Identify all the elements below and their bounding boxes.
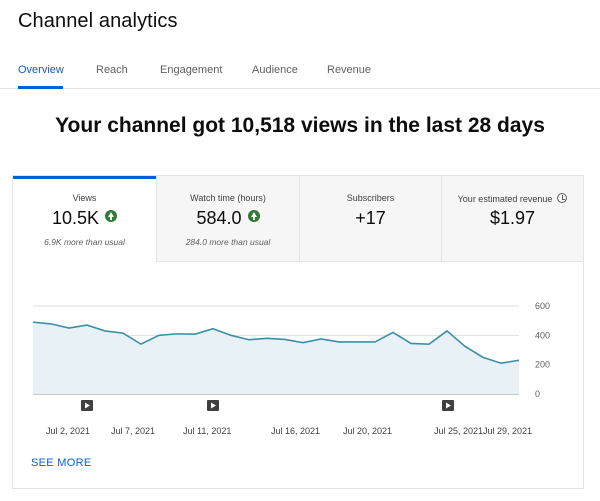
analytics-card: Views 10.5K 6.9K more than usual Watch t… (12, 175, 584, 489)
subscribers-value: +17 (355, 208, 386, 228)
metric-note: 6.9K more than usual (44, 237, 125, 247)
metric-label: Views (72, 193, 97, 203)
views-area (33, 322, 519, 394)
tab-audience[interactable]: Audience (252, 64, 298, 76)
y-tick-label: 200 (535, 360, 550, 370)
metric-label: Your estimated revenue (442, 193, 583, 204)
metric-value: 584.0 (157, 208, 299, 229)
summary-headline: Your channel got 10,518 views in the las… (55, 114, 545, 137)
x-tick-label: Jul 11, 2021 (183, 426, 231, 436)
x-tick-label: Jul 7, 2021 (111, 426, 155, 436)
metric-label: Subscribers (346, 193, 395, 203)
y-tick-label: 0 (535, 389, 540, 399)
arrow-up-icon (105, 210, 118, 222)
metric-views[interactable]: Views 10.5K 6.9K more than usual (13, 176, 156, 262)
clock-icon[interactable] (557, 193, 568, 203)
metric-subscribers[interactable]: Subscribers +17 (299, 176, 441, 262)
revenue-label-text: Your estimated revenue (457, 194, 553, 204)
play-triangle (446, 402, 451, 409)
metric-label: Watch time (hours) (190, 193, 266, 203)
x-tick-label: Jul 2, 2021 (46, 426, 90, 436)
metric-cards: Views 10.5K 6.9K more than usual Watch t… (13, 176, 583, 262)
metric-value: 10.5K (13, 208, 156, 229)
views-value: 10.5K (51, 208, 100, 228)
page-title: Channel analytics (18, 10, 178, 32)
tab-overview[interactable]: Overview (18, 64, 64, 76)
see-more-link[interactable]: SEE MORE (31, 457, 92, 469)
x-tick-label: Jul 16, 2021 (271, 426, 320, 436)
x-tick-label: Jul 29, 2021 (483, 426, 532, 436)
metric-revenue[interactable]: Your estimated revenue $1.97 (441, 176, 583, 262)
x-tick-label: Jul 20, 2021 (343, 426, 392, 436)
tab-bar: Overview Reach Engagement Audience Reven… (0, 56, 600, 89)
tab-reach[interactable]: Reach (96, 64, 128, 76)
play-triangle (85, 402, 90, 409)
tab-engagement[interactable]: Engagement (160, 64, 223, 76)
watch-time-value: 584.0 (196, 208, 242, 228)
arrow-up-icon (247, 210, 260, 222)
play-triangle (211, 402, 216, 409)
active-tab-indicator (18, 86, 63, 89)
metric-watch-time[interactable]: Watch time (hours) 584.0 284.0 more than… (156, 176, 299, 262)
metric-note: 284.0 more than usual (185, 237, 271, 247)
y-tick-label: 600 (535, 301, 550, 311)
y-tick-label: 400 (535, 330, 550, 340)
revenue-value: $1.97 (489, 208, 536, 228)
views-chart[interactable]: 600 400 200 0 Jul 2, 2021 Jul 7, 2021 Jul 11, … (13, 276, 585, 446)
tab-revenue[interactable]: Revenue (327, 64, 372, 76)
x-tick-label: Jul 25, 2021 (434, 426, 483, 436)
views-line (32, 321, 520, 365)
